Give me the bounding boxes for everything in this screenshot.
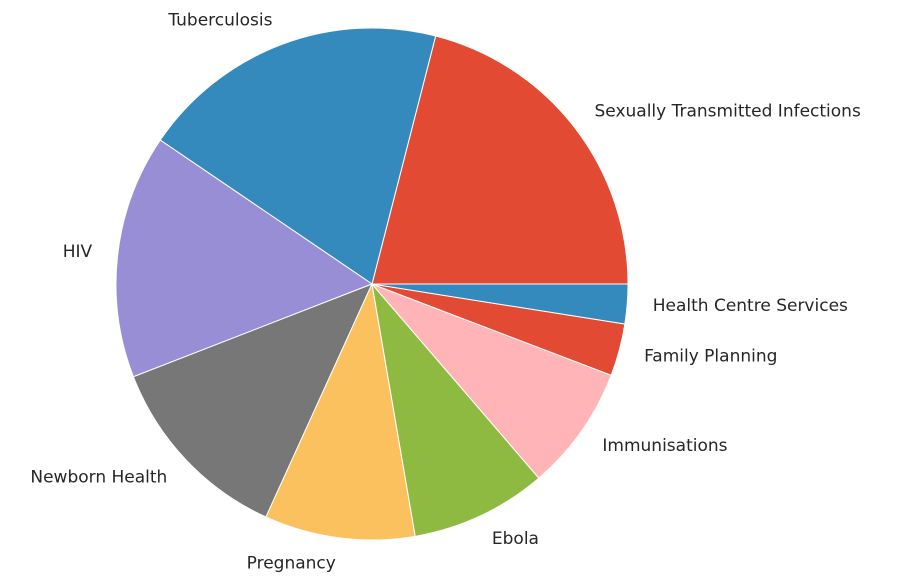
pie-slice	[265, 282, 416, 541]
slice-label: Tuberculosis	[167, 11, 272, 31]
slice-label: Ebola	[492, 529, 539, 549]
pie-slice	[159, 27, 437, 285]
pie-slice	[115, 139, 374, 378]
slice-label: Health Centre Services	[653, 296, 848, 316]
slice-label: Immunisations	[602, 436, 727, 456]
slice-label: Family Planning	[644, 347, 777, 367]
pie-slice	[371, 283, 612, 479]
slice-label: Pregnancy	[247, 553, 336, 573]
pie-slice	[371, 282, 540, 537]
slice-label: Sexually Transmitted Infections	[595, 101, 861, 121]
pie-slice	[371, 35, 629, 285]
slice-label: HIV	[63, 242, 93, 262]
pie-slice	[371, 283, 629, 325]
slice-label: Newborn Health	[30, 467, 167, 487]
pie-slice	[132, 283, 373, 518]
